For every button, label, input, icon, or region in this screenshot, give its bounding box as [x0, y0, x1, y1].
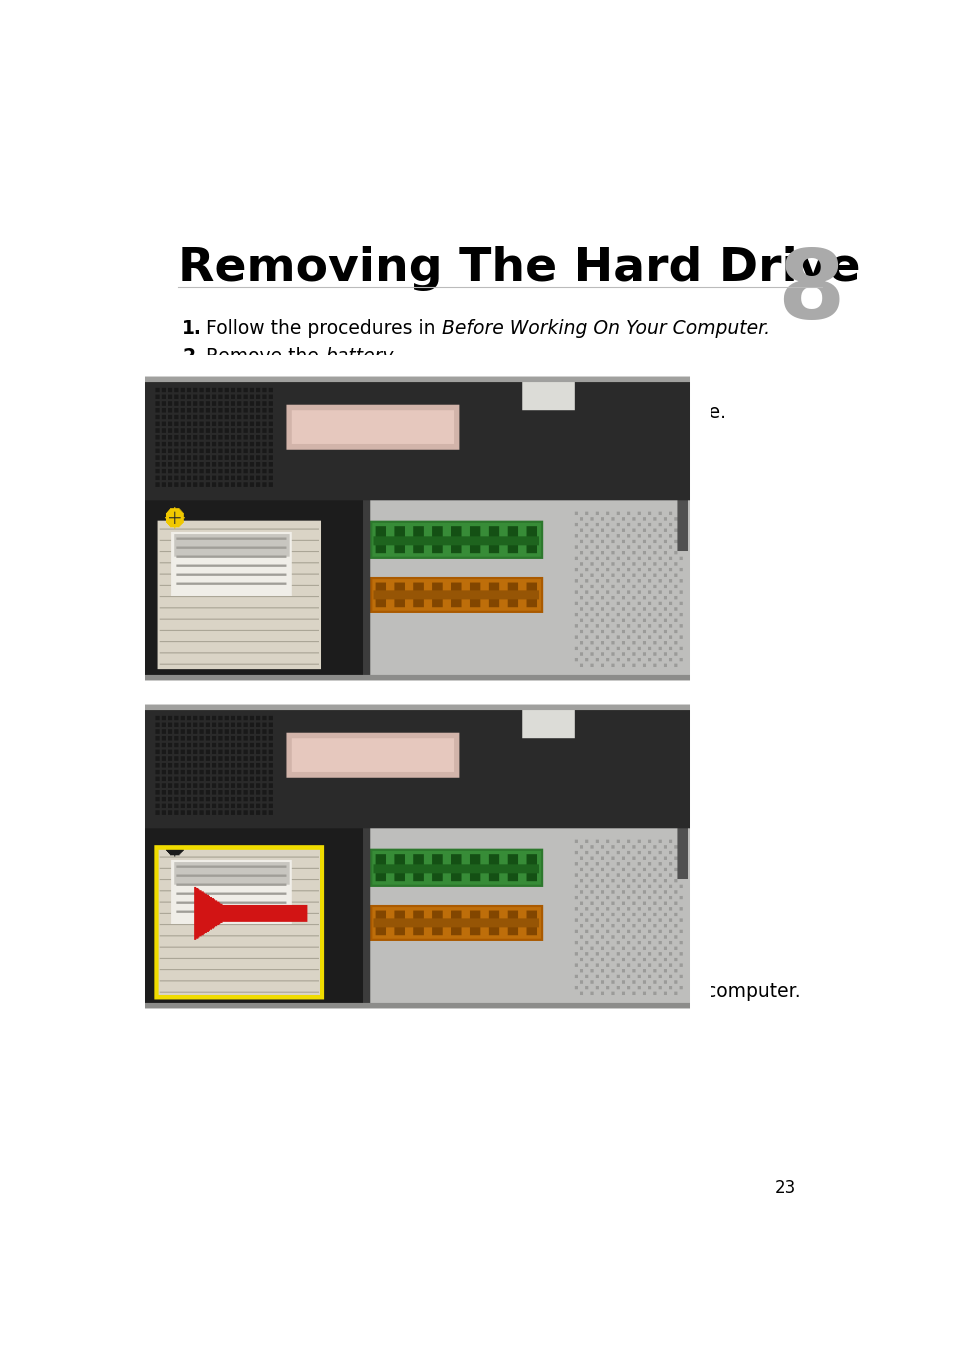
Text: 3.: 3.: [182, 374, 202, 393]
Text: battery.: battery.: [325, 347, 398, 366]
Text: 23: 23: [774, 1179, 795, 1197]
Text: 2.: 2.: [182, 347, 202, 366]
Text: Remove the screw that secures the hard drive in place.: Remove the screw that secures the hard d…: [206, 403, 726, 422]
Text: Removing The Hard Drive: Removing The Hard Drive: [178, 246, 860, 291]
Text: 8: 8: [776, 246, 843, 339]
Text: 6.: 6.: [182, 982, 202, 1001]
Text: 4.: 4.: [182, 403, 202, 422]
Text: 5.: 5.: [182, 682, 202, 701]
Text: 1.: 1.: [182, 318, 202, 337]
Text: Remove the: Remove the: [206, 374, 325, 393]
Text: Carefully pry up and remove the hard drive from the computer.: Carefully pry up and remove the hard dri…: [206, 982, 801, 1001]
Text: Slide the hard drive module to the left.: Slide the hard drive module to the left.: [206, 682, 570, 701]
Text: Follow the procedures in: Follow the procedures in: [206, 318, 441, 337]
Text: Remove the: Remove the: [206, 347, 325, 366]
Text: Before Working On Your Computer.: Before Working On Your Computer.: [441, 318, 769, 337]
Text: base cover.: base cover.: [325, 374, 432, 393]
